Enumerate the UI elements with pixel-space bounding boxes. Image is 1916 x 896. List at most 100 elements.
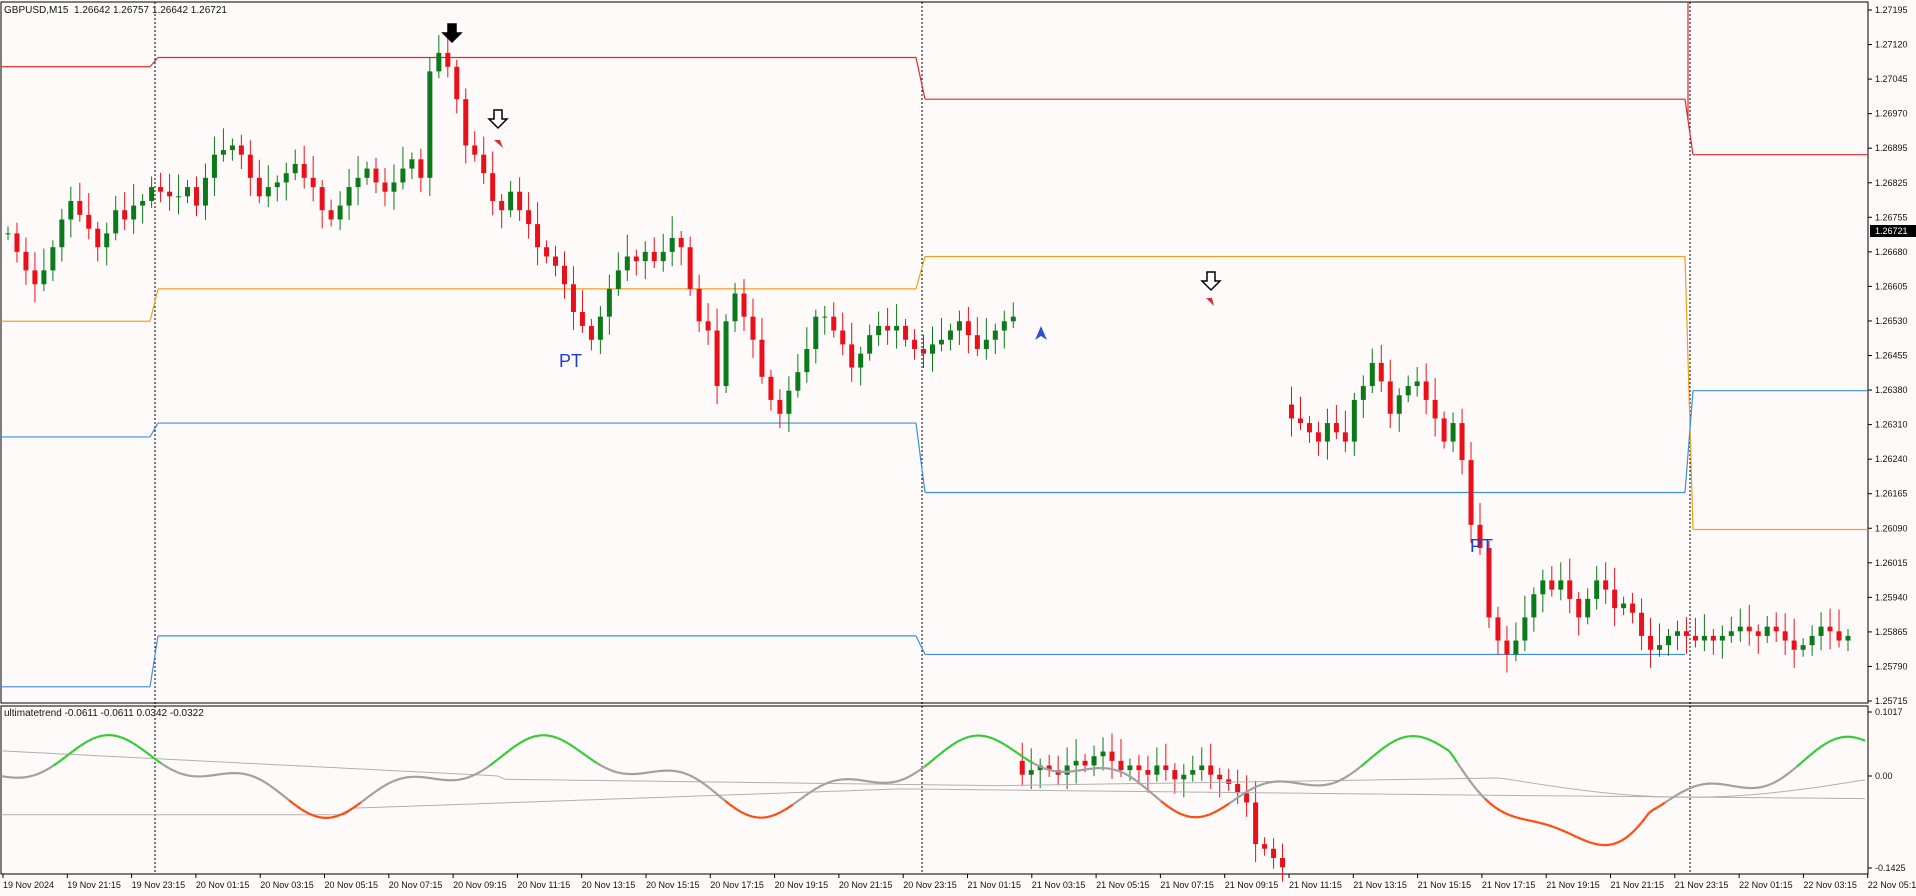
candle-body: [1073, 760, 1079, 766]
trend-line-segment: [1180, 813, 1186, 817]
trend-line-segment: [748, 814, 754, 818]
trend-line-segment: [336, 813, 342, 818]
trend-line-segment: [344, 809, 350, 814]
trend-line-segment: [820, 782, 826, 787]
price-tick-label: 1.26825: [1875, 178, 1908, 188]
trend-line-segment: [1352, 768, 1358, 774]
trend-line-segment: [296, 805, 302, 810]
trend-line-segment: [1496, 807, 1502, 812]
trend-line-segment: [504, 749, 510, 755]
trend-line-segment: [1656, 804, 1662, 809]
time-tick-label: 21 Nov 05:15: [1096, 880, 1150, 890]
trend-line-segment: [1132, 777, 1138, 783]
trend-line-segment: [256, 776, 262, 781]
trend-line-segment: [300, 808, 306, 813]
candle-body: [274, 182, 280, 188]
trend-line-segment: [772, 812, 778, 817]
trend-line-segment: [1324, 783, 1330, 787]
trend-line-segment: [304, 810, 310, 815]
candle-body: [499, 200, 505, 211]
trend-line-segment: [744, 812, 750, 817]
trend-line-segment: [1576, 836, 1582, 840]
trend-line-segment: [356, 801, 362, 807]
trend-line-segment: [960, 737, 966, 741]
candle-body: [1692, 635, 1698, 641]
trend-line-segment: [1120, 770, 1126, 775]
time-tick-label: 20 Nov 13:15: [582, 880, 636, 890]
trend-line-segment: [792, 800, 798, 806]
chart-header: GBPUSD,M15 1.26642 1.26757 1.26642 1.267…: [4, 5, 227, 16]
candle-body: [633, 256, 639, 262]
pivot-line-transition: [915, 256, 926, 290]
candle-body: [346, 187, 352, 206]
candle-body: [1064, 765, 1070, 775]
trend-line-segment: [672, 769, 678, 773]
candle-body: [337, 205, 343, 220]
trend-line-segment: [1392, 738, 1398, 743]
candle-body: [1217, 774, 1223, 780]
trend-line-segment: [1176, 811, 1182, 816]
time-tick-label: 20 Nov 01:15: [196, 880, 250, 890]
current-price-tag: [1870, 225, 1916, 237]
price-tick-label: 1.26015: [1875, 558, 1908, 568]
trend-line-segment: [1760, 785, 1766, 789]
candle-body: [1827, 626, 1833, 632]
trend-line-segment: [788, 803, 794, 809]
candle-body: [696, 288, 702, 322]
trend-line-segment: [1108, 767, 1114, 771]
trend-line-segment: [684, 772, 690, 777]
candle-body: [292, 163, 298, 174]
trend-line-segment: [48, 764, 54, 770]
trend-line-segment: [1552, 825, 1558, 830]
candle-body: [1028, 770, 1034, 775]
candle-body: [382, 182, 388, 192]
trend-line-segment: [476, 770, 482, 775]
candle-body: [1683, 631, 1689, 636]
indicator-values: -0.0611 -0.0611 0.0342 -0.0322: [64, 708, 204, 719]
trend-line-segment: [484, 765, 490, 770]
trend-line-segment: [932, 755, 938, 761]
trend-line-segment: [1588, 841, 1594, 845]
candle-body: [947, 330, 953, 340]
trend-line-segment: [1512, 815, 1518, 819]
trend-line-segment: [1492, 804, 1498, 810]
candle-body: [445, 52, 451, 67]
trend-line-segment: [1036, 764, 1042, 769]
candle-body: [1010, 316, 1016, 322]
candle-body: [1324, 423, 1330, 442]
trend-line-segment: [1268, 780, 1274, 784]
trend-line-segment: [132, 742, 138, 747]
price-tick-label: 1.26310: [1875, 420, 1908, 430]
trend-line-segment: [1836, 736, 1842, 740]
trend-line-segment: [312, 814, 318, 818]
candle-body: [956, 321, 962, 331]
trend-line-segment: [140, 747, 146, 753]
candle-body: [158, 187, 164, 192]
candle-body: [1271, 848, 1277, 859]
candle-body: [1549, 580, 1555, 590]
trend-line-segment: [392, 778, 398, 783]
trend-line-segment: [1852, 736, 1858, 740]
trend-line-segment: [604, 766, 610, 771]
trend-line-segment: [472, 772, 478, 777]
trend-line-segment: [1292, 781, 1298, 785]
candle-body: [1468, 460, 1474, 525]
candle-body: [777, 399, 783, 414]
trend-line-segment: [168, 767, 174, 772]
trend-line-segment: [1384, 743, 1390, 748]
trend-line-segment: [752, 815, 758, 819]
time-tick-label: 19 Nov 2024: [3, 880, 54, 890]
candle-body: [1737, 626, 1743, 632]
candle-body: [1333, 423, 1339, 433]
trend-line-segment: [468, 774, 474, 779]
trend-line-segment: [564, 740, 570, 745]
trend-line-segment: [432, 777, 438, 781]
trend-line-segment: [244, 773, 250, 777]
candle-body: [104, 233, 110, 248]
candle-body: [965, 321, 971, 336]
trend-line-segment: [1768, 782, 1774, 786]
trend-line-segment: [0, 775, 6, 778]
candle-body: [1612, 589, 1618, 609]
